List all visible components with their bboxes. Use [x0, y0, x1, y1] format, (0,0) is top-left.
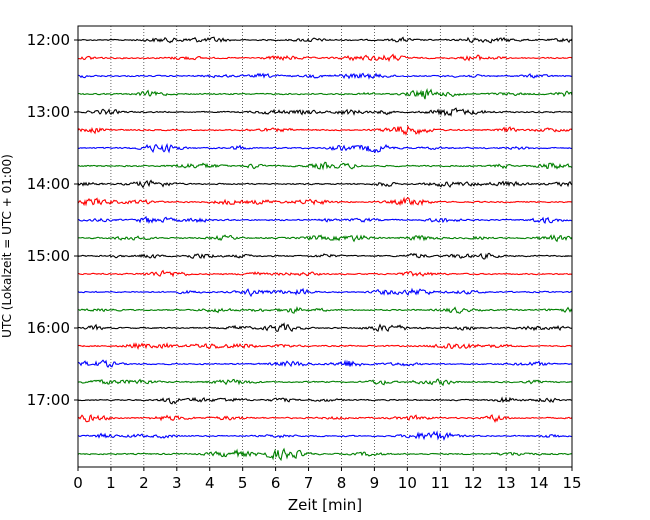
seismogram-trace: [77, 196, 573, 207]
y-tick-label: 13:00: [27, 103, 70, 121]
seismogram-trace: [77, 447, 573, 462]
x-tick-label: 10: [398, 474, 417, 492]
seismogram-trace: [77, 107, 573, 117]
seismogram-trace: [77, 430, 573, 441]
x-tick-label: 11: [431, 474, 450, 492]
x-tick-label: 4: [205, 474, 215, 492]
seismogram-trace: [77, 179, 573, 189]
seismogram-trace: [77, 322, 573, 332]
seismogram-trace: [77, 88, 573, 100]
seismogram-trace: [77, 252, 573, 260]
y-tick-label: 15:00: [27, 247, 70, 265]
seismogram-trace: [77, 359, 573, 368]
x-tick-label: 6: [271, 474, 281, 492]
seismogram-trace: [77, 142, 573, 154]
x-tick-label: 5: [238, 474, 248, 492]
y-axis-ticks: 12:00 13:00 14:00 15:00 16:00 17:00: [27, 31, 78, 409]
seismogram-trace: [77, 287, 573, 298]
seismogram-trace: [77, 342, 573, 350]
seismogram-trace: [77, 36, 573, 44]
seismogram-trace: [77, 53, 573, 63]
seismogram-trace: [77, 269, 573, 278]
x-tick-label: 12: [464, 474, 483, 492]
x-tick-label: 7: [304, 474, 314, 492]
y-tick-label: 12:00: [27, 31, 70, 49]
x-tick-label: 2: [139, 474, 149, 492]
x-tick-label: 0: [73, 474, 83, 492]
x-axis-ticks: 0 1 2 3 4 5 6 7 8 9 10 11 12 13 14 15: [73, 467, 582, 492]
x-tick-label: 13: [497, 474, 516, 492]
seismogram-trace: [77, 72, 573, 80]
x-tick-label: 15: [562, 474, 581, 492]
seismogram-trace: [77, 414, 573, 424]
x-tick-label: 3: [172, 474, 182, 492]
seismogram-trace: [77, 396, 573, 405]
seismogram-trace: [77, 161, 573, 171]
x-axis-label: Zeit [min]: [288, 496, 362, 514]
seismogram-trace: [77, 234, 573, 243]
seismogram-trace: [77, 378, 573, 387]
x-tick-label: 14: [530, 474, 549, 492]
seismogram-trace: [77, 124, 573, 136]
seismogram-trace: [77, 215, 573, 225]
seismogram-trace: [77, 305, 573, 314]
y-tick-label: 14:00: [27, 175, 70, 193]
x-tick-label: 8: [337, 474, 347, 492]
y-tick-label: 16:00: [27, 319, 70, 337]
seismogram-traces: [77, 36, 573, 462]
x-tick-label: 9: [370, 474, 380, 492]
y-axis-label: UTC (Lokalzeit = UTC + 01:00): [0, 154, 14, 338]
plot-frame: [77, 25, 573, 468]
x-tick-label: 1: [106, 474, 116, 492]
y-tick-label: 17:00: [27, 391, 70, 409]
